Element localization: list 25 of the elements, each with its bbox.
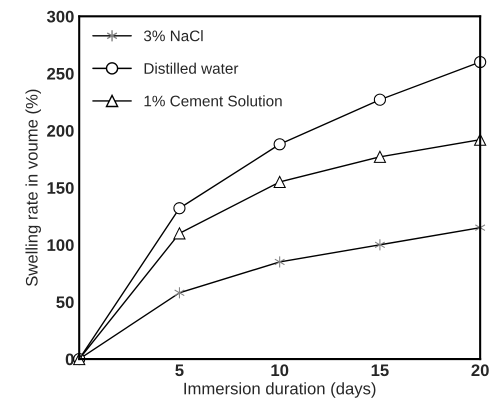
x-tick-label: 20 [471,364,489,376]
legend-label: 3% NaCl [144,30,203,42]
y-tick-label: 0 [66,353,74,366]
y-tick-label: 250 [47,68,74,80]
legend-label: Distilled water [144,62,238,74]
y-tick-label: 300 [46,10,74,23]
point [174,286,185,299]
y-tick-label: 200 [47,124,74,137]
y-tick-label: 50 [56,296,74,308]
point [374,238,386,251]
x-tick-label: 15 [372,364,389,376]
x-tick-label: 10 [271,364,288,376]
point [173,227,186,240]
point [374,94,386,106]
x-tick-label: 5 [175,364,184,376]
point [274,256,286,268]
point [374,150,386,163]
point [274,176,286,188]
x-axis-title: Immersion duration (days) [184,382,376,398]
y-axis-title: Swelling rate in voume (%) [25,90,41,286]
legend-label: 1% Cement Solution [144,95,282,106]
y-tick-label: 150 [48,182,74,194]
point [274,138,286,150]
point [173,202,186,214]
y-tick-label: 100 [48,239,74,252]
